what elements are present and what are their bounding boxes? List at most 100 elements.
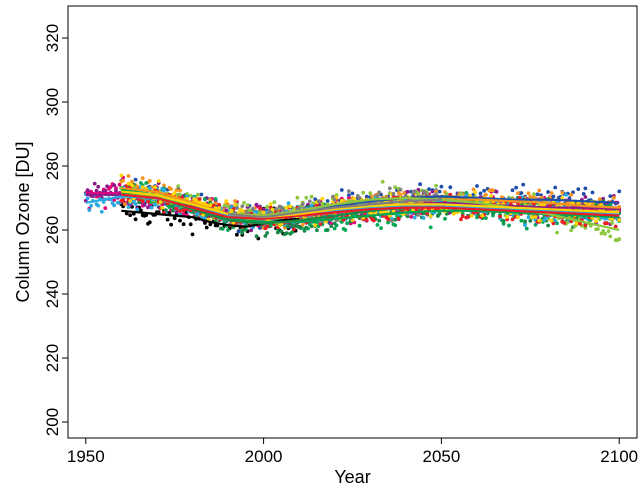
scatter-point (364, 194, 369, 199)
scatter-point (233, 203, 238, 207)
scatter-point (371, 218, 376, 223)
scatter-point (199, 192, 204, 197)
scatter-point (375, 223, 380, 227)
scatter-point (329, 224, 334, 229)
scatter-point (208, 203, 213, 208)
scatter-point (240, 204, 245, 209)
scatter-point (140, 199, 145, 204)
scatter-point (235, 232, 239, 237)
scatter-point (387, 186, 392, 191)
series-trend-line (227, 198, 442, 219)
scatter-point (532, 192, 536, 197)
scatter-point (288, 231, 293, 236)
series-trend-line (121, 193, 620, 220)
scatter-point (379, 226, 383, 231)
scatter-point (140, 176, 145, 181)
scatter-point (555, 230, 559, 235)
scatter-point (224, 208, 229, 213)
scatter-point (434, 192, 438, 197)
scatter-point (459, 217, 463, 222)
scatter-point (188, 193, 193, 198)
scatter-point (245, 203, 250, 208)
scatter-point (339, 188, 344, 192)
scatter-point (284, 205, 289, 210)
scatter-point (530, 215, 534, 220)
scatter-point (265, 224, 269, 229)
y-tick-label: 320 (43, 24, 62, 52)
scatter-point (92, 181, 97, 186)
scatter-point (242, 200, 246, 205)
scatter-point (137, 200, 142, 205)
scatter-point (309, 203, 314, 208)
scatter-point (229, 208, 234, 213)
scatter-point (434, 189, 438, 194)
scatter-point (156, 179, 161, 183)
scatter-point (153, 202, 158, 207)
scatter-point (361, 190, 366, 195)
scatter-point (471, 187, 476, 192)
scatter-point (377, 190, 382, 195)
scatter-point (357, 196, 362, 200)
scatter-point (574, 221, 579, 226)
y-tick-label: 280 (43, 152, 62, 180)
scatter-point (178, 218, 182, 223)
scatter-point (195, 212, 200, 216)
scatter-point (144, 181, 149, 185)
scatter-point (126, 181, 131, 186)
scatter-point (171, 208, 175, 213)
scatter-point (174, 206, 179, 211)
y-tick-label: 220 (43, 344, 62, 372)
scatter-point (482, 188, 486, 193)
scatter-point (350, 191, 355, 196)
y-tick-label: 200 (43, 408, 62, 436)
scatter-point (304, 195, 309, 200)
scatter-point (386, 220, 390, 225)
scatter-point (299, 225, 303, 230)
scatter-point (217, 206, 222, 211)
scatter-point (265, 231, 269, 235)
scatter-point (368, 191, 373, 196)
x-tick-label: 2050 (422, 447, 460, 466)
scatter-point (469, 213, 474, 218)
scatter-point (254, 209, 259, 214)
scatter-point (377, 218, 382, 223)
scatter-point (523, 223, 527, 228)
scatter-point (135, 207, 140, 212)
scatter-point (130, 183, 134, 188)
scatter-point (608, 234, 613, 239)
scatter-point (204, 225, 209, 230)
scatter-point (123, 202, 127, 207)
scatter-point (178, 188, 182, 193)
scatter-point (480, 213, 485, 218)
scatter-point (195, 192, 200, 197)
scatter-point (393, 217, 398, 222)
scatter-point (428, 225, 433, 230)
scatter-point (135, 184, 140, 189)
scatter-point (315, 228, 319, 233)
scatter-point (281, 208, 286, 212)
scatter-point (489, 194, 494, 198)
scatter-point (181, 208, 186, 213)
scatter-point (583, 226, 588, 230)
scatter-point (475, 184, 479, 188)
scatter-point (501, 219, 506, 223)
scatter-point (112, 183, 117, 188)
scatter-point (149, 205, 154, 210)
scatter-point (249, 228, 254, 233)
scatter-point (594, 219, 598, 224)
scatter-point (334, 193, 339, 197)
scatter-point (464, 191, 469, 195)
scatter-point (147, 220, 152, 225)
scatter-point (386, 217, 390, 222)
scatter-point (501, 221, 506, 226)
scatter-point (190, 232, 195, 237)
scatter-point (147, 186, 152, 191)
scatter-point (286, 201, 291, 206)
scatter-point (176, 184, 181, 189)
scatter-point (430, 189, 435, 194)
scatter-point (181, 212, 186, 216)
scatter-point (313, 223, 318, 228)
scatter-point (316, 199, 321, 204)
x-tick-label: 2000 (245, 447, 283, 466)
scatter-point (549, 218, 554, 223)
